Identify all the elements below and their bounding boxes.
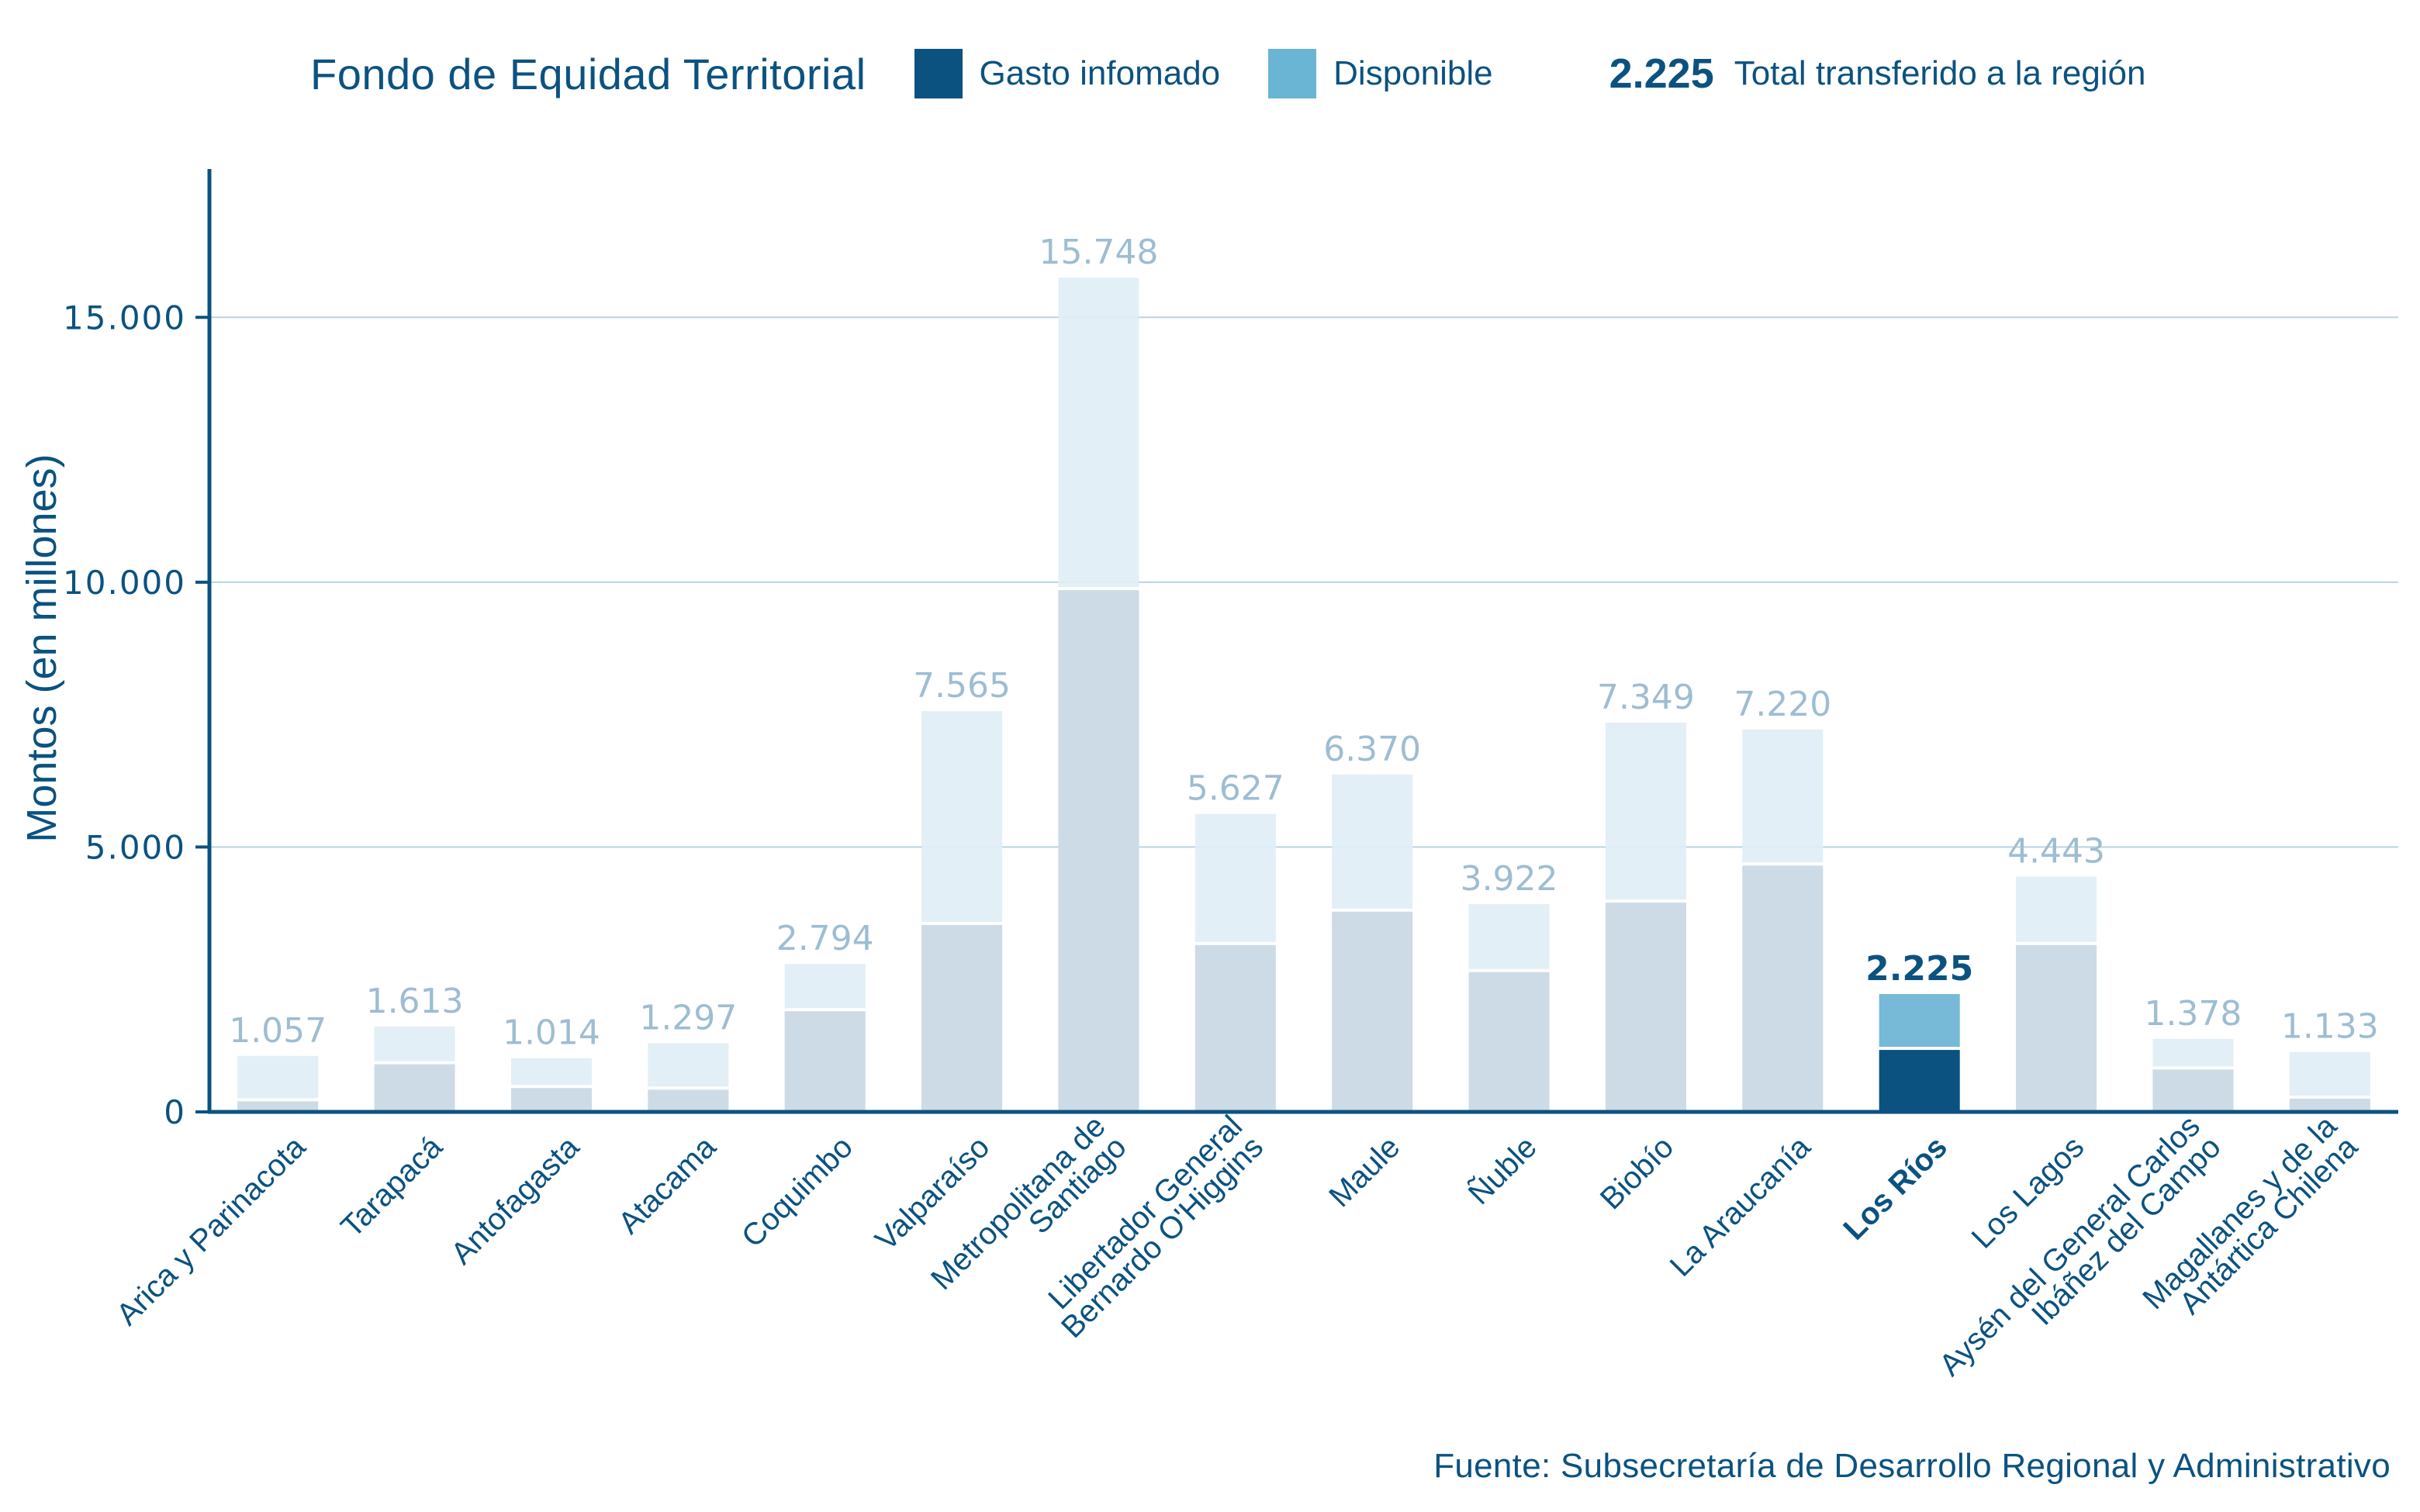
value-label: 1.297: [639, 998, 737, 1037]
x-tick-label: Coquimbo: [735, 1130, 859, 1254]
bar-disponible-10: [1605, 722, 1686, 900]
legend-swatch-disponible: [1268, 49, 1317, 98]
bar-gasto-3: [648, 1089, 729, 1112]
bar-gasto-15: [2289, 1098, 2370, 1112]
bar-disponible-15: [2289, 1051, 2370, 1096]
x-tick-label: La Araucanía: [1664, 1130, 1817, 1283]
y-tick-label: 10.000: [63, 564, 186, 602]
bar-gasto-14: [2152, 1069, 2234, 1112]
bar-gasto-4: [784, 1011, 866, 1112]
x-tick-label-line: Ñuble: [1461, 1129, 1544, 1211]
legend-swatch-gasto: [914, 49, 963, 98]
bar-gasto-1: [374, 1064, 455, 1112]
legend-label-disponible: Disponible: [1333, 54, 1493, 92]
y-axis-label: Montos (en millones): [19, 454, 65, 842]
source-note: Fuente: Subsecretaría de Desarrollo Regi…: [1433, 1447, 2391, 1485]
x-tick-label-line: Biobío: [1594, 1130, 1680, 1216]
x-tick-label: Los Ríos: [1837, 1130, 1954, 1247]
bar-disponible-1: [374, 1026, 455, 1062]
bar-gasto-13: [2016, 944, 2097, 1112]
bar-disponible-3: [648, 1043, 729, 1087]
bar-disponible-6: [1058, 278, 1139, 588]
bar-disponible-14: [2152, 1038, 2234, 1067]
legend-total-value: 2.225: [1609, 50, 1714, 97]
bar-gasto-11: [1742, 865, 1824, 1112]
bar-disponible-0: [237, 1055, 319, 1099]
value-label: 3.922: [1461, 859, 1558, 899]
legend-label-gasto: Gasto infomado: [979, 54, 1221, 92]
x-tick-label: Atacama: [612, 1130, 723, 1241]
bar-disponible-9: [1468, 904, 1550, 969]
bar-gasto-12: [1879, 1050, 1960, 1112]
x-tick-label-line: Tarapacá: [334, 1130, 449, 1244]
axes: [195, 169, 2398, 1114]
value-label: 1.014: [503, 1013, 600, 1053]
gridlines: [209, 316, 2398, 848]
x-tick-label: Antofagasta: [444, 1130, 586, 1272]
x-tick-label: Ñuble: [1461, 1129, 1544, 1211]
bar-disponible-12: [1879, 994, 1960, 1048]
value-label: 1.133: [2281, 1007, 2379, 1047]
value-label: 6.370: [1323, 730, 1421, 769]
bar-disponible-2: [510, 1058, 592, 1086]
value-label: 15.748: [1039, 233, 1158, 272]
bar-disponible-8: [1332, 774, 1413, 909]
bar-gasto-7: [1194, 944, 1276, 1112]
value-label: 1.613: [366, 982, 464, 1021]
bar-gasto-8: [1332, 911, 1413, 1112]
x-tick-label-line: Los Ríos: [1837, 1130, 1954, 1247]
y-tick-label: 0: [164, 1093, 186, 1131]
y-tick-label: 15.000: [63, 299, 186, 337]
bar-gasto-5: [921, 924, 1003, 1112]
x-tick-label-line: Coquimbo: [735, 1130, 859, 1254]
value-label: 5.627: [1187, 769, 1284, 809]
legend-total-label: Total transferido a la región: [1734, 54, 2146, 92]
bar-gasto-9: [1468, 972, 1550, 1112]
bar-disponible-13: [2016, 876, 2097, 942]
x-tick-label-line: Maule: [1322, 1130, 1406, 1213]
bar-gasto-6: [1058, 590, 1139, 1112]
x-tick-label-line: Arica y Parinacota: [110, 1130, 313, 1332]
x-tick-label: Biobío: [1594, 1130, 1680, 1216]
value-label: 1.378: [2144, 994, 2242, 1034]
bar-disponible-4: [784, 964, 866, 1009]
x-tick-label: Maule: [1322, 1130, 1406, 1213]
bar-gasto-10: [1605, 903, 1686, 1112]
bars: [237, 278, 2370, 1112]
value-label: 4.443: [2007, 831, 2105, 871]
y-tick-labels: 0 5.000 10.000 15.000: [63, 299, 186, 1131]
bar-gasto-2: [510, 1088, 592, 1112]
x-tick-label: Arica y Parinacota: [110, 1130, 313, 1332]
value-labels: 1.057 1.613 1.014 1.297 2.794 7.565 15.748 5.62…: [229, 233, 2379, 1053]
x-tick-label: Tarapacá: [334, 1130, 449, 1244]
bar-gasto-0: [237, 1101, 319, 1112]
value-label: 7.565: [913, 666, 1011, 706]
value-label: 2.225: [1865, 949, 1973, 989]
x-tick-label-line: Antofagasta: [444, 1130, 586, 1272]
bar-disponible-7: [1194, 813, 1276, 942]
value-label: 2.794: [776, 919, 874, 958]
value-label: 7.220: [1734, 685, 1831, 724]
x-tick-label-line: Atacama: [612, 1130, 723, 1241]
chart-title: Fondo de Equidad Territorial: [310, 49, 866, 98]
chart-legend: Fondo de Equidad Territorial Gasto infom…: [310, 43, 2194, 105]
bar-disponible-11: [1742, 729, 1824, 863]
bar-disponible-5: [921, 711, 1003, 922]
value-label: 1.057: [229, 1011, 327, 1051]
y-tick-label: 5.000: [85, 828, 186, 866]
x-tick-label-line: La Araucanía: [1664, 1130, 1817, 1283]
value-label: 7.349: [1597, 678, 1695, 717]
